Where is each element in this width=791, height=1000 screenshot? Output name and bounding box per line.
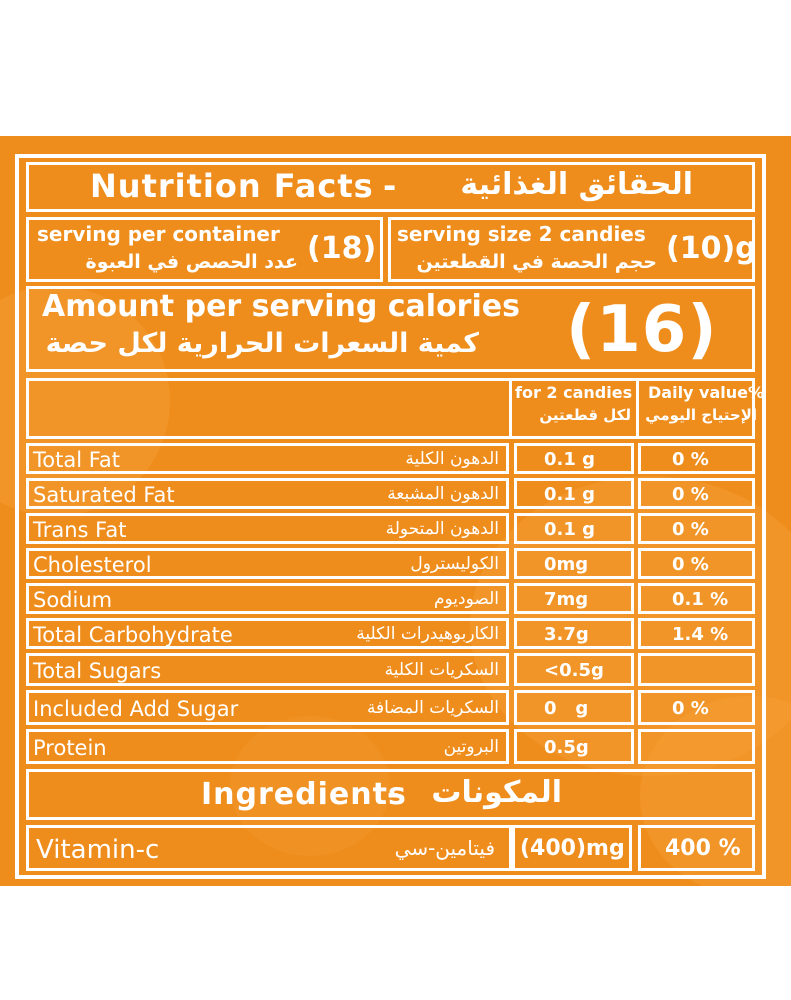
nutrient-label-cell (26, 618, 509, 649)
header-daily-value-arabic: الإحتياج اليومي (645, 406, 757, 424)
nutrient-name: Saturated Fat (33, 483, 175, 507)
nutrient-amount: 0.1 g (544, 449, 596, 470)
nutrient-daily-value: 0 % (672, 449, 709, 470)
nutrient-label-cell (26, 583, 509, 614)
nutrient-name-arabic: الدهون المشبعة (387, 484, 499, 504)
nutrient-daily-value: 0 % (672, 554, 709, 575)
nutrient-label-cell (26, 690, 509, 725)
nutrient-name-arabic: الدهون الكلية (405, 449, 499, 469)
nutrient-amount-cell (514, 618, 634, 649)
ingredients-title: Ingredients (201, 777, 407, 812)
servings-per-container-label: serving per container (37, 222, 280, 246)
nutrient-amount: 0mg (544, 554, 589, 575)
nutrient-amount-cell (514, 478, 634, 509)
calories-label-arabic: كمية السعرات الحرارية لكل حصة (45, 328, 479, 359)
nutrient-amount-cell (514, 653, 634, 686)
nutrient-label-cell (26, 653, 509, 686)
nutrient-name: Total Sugars (33, 659, 162, 683)
header-cell-daily-value (636, 378, 755, 439)
ingredients-title-arabic: المكونات (431, 775, 562, 810)
nutrient-name: Cholesterol (33, 553, 152, 577)
header-per-serving: for 2 candies (515, 383, 633, 402)
nutrient-amount: 0 g (544, 698, 589, 719)
nutrient-name: Total Carbohydrate (33, 623, 233, 647)
nutrient-name: Included Add Sugar (33, 697, 239, 721)
nutrient-daily-value: 1.4 % (672, 624, 729, 645)
header-daily-value: Daily value% (648, 383, 765, 402)
vitamin-daily-value: 400 % (665, 836, 741, 861)
label-frame (15, 154, 766, 879)
nutrient-label-cell (26, 478, 509, 509)
nutrient-name-arabic: الكوليسترول (410, 554, 499, 574)
nutrient-amount-cell (514, 690, 634, 725)
nutrient-name-arabic: البروتين (443, 737, 499, 757)
header-per-serving-arabic: لكل قطعتين (539, 406, 631, 424)
nutrient-label-cell (26, 729, 509, 764)
nutrient-amount: <0.5g (544, 660, 604, 681)
title-arabic: الحقائق الغذائية (460, 167, 693, 202)
nutrient-label-cell (26, 513, 509, 544)
nutrient-amount: 0.1 g (544, 484, 596, 505)
nutrient-name: Sodium (33, 588, 113, 612)
nutrient-daily-cell (638, 548, 755, 579)
nutrient-amount-cell (514, 513, 634, 544)
calories-label: Amount per serving calories (42, 289, 520, 324)
nutrient-name-arabic: السكريات المضافة (366, 698, 499, 718)
serving-size-value: (10)g (666, 231, 757, 266)
nutrient-amount-cell (514, 443, 634, 474)
title-separator: - (383, 167, 398, 205)
nutrient-amount: 7mg (544, 589, 589, 610)
vitamin-label-cell (26, 825, 512, 871)
nutrient-name-arabic: السكريات الكلية (384, 660, 499, 680)
nutrient-name: Total Fat (33, 448, 120, 472)
serving-size-box (388, 217, 755, 282)
nutrient-daily-value: 0 % (672, 519, 709, 540)
nutrient-name-arabic: الصوديوم (433, 589, 499, 609)
background-blob (230, 716, 390, 856)
serving-size-label: serving size 2 candies (397, 222, 646, 246)
vitamin-amount-cell (512, 825, 632, 871)
nutrient-amount-cell (514, 729, 634, 764)
servings-per-container-box (26, 217, 383, 282)
vitamin-daily-cell (638, 825, 755, 871)
nutrient-amount: 3.7g (544, 624, 589, 645)
servings-per-container-value: (18) (307, 231, 377, 266)
nutrient-daily-value: 0 % (672, 484, 709, 505)
vitamin-name: Vitamin-c (36, 835, 160, 865)
nutrient-amount: 0.1 g (544, 519, 596, 540)
nutrient-amount-cell (514, 583, 634, 614)
nutrient-daily-cell (638, 443, 755, 474)
vitamin-name-arabic: فيتامين-سي (394, 836, 495, 860)
nutrient-name: Trans Fat (33, 518, 127, 542)
nutrient-daily-value: 0.1 % (672, 589, 729, 610)
calories-value: (16) (566, 293, 718, 367)
nutrient-amount-cell (514, 548, 634, 579)
nutrient-daily-cell (638, 513, 755, 544)
vitamin-amount: (400)mg (520, 836, 625, 861)
nutrient-name: Protein (33, 736, 107, 760)
title-english: Nutrition Facts (90, 167, 374, 205)
nutrient-name-arabic: الكاربوهيدرات الكلية (356, 624, 499, 644)
nutrient-label-cell (26, 548, 509, 579)
serving-size-label-arabic: حجم الحصة في القطعتين (416, 251, 657, 273)
nutrient-name-arabic: الدهون المتحولة (385, 519, 499, 539)
nutrient-daily-cell (638, 690, 755, 725)
nutrient-daily-cell (638, 583, 755, 614)
servings-per-container-label-arabic: عدد الحصص في العبوة (85, 251, 298, 273)
nutrient-label-cell (26, 443, 509, 474)
nutrient-daily-cell (638, 618, 755, 649)
calories-box (26, 286, 755, 372)
nutrient-daily-cell (638, 478, 755, 509)
header-cell-per-serving (509, 378, 636, 439)
nutrient-daily-value: 0 % (672, 698, 709, 719)
ingredients-box (26, 769, 755, 820)
title-box (26, 162, 755, 212)
ingredients-separator: - (387, 777, 401, 812)
nutrient-daily-cell (638, 653, 755, 686)
nutrient-amount: 0.5g (544, 737, 589, 758)
nutrient-daily-cell (638, 729, 755, 764)
